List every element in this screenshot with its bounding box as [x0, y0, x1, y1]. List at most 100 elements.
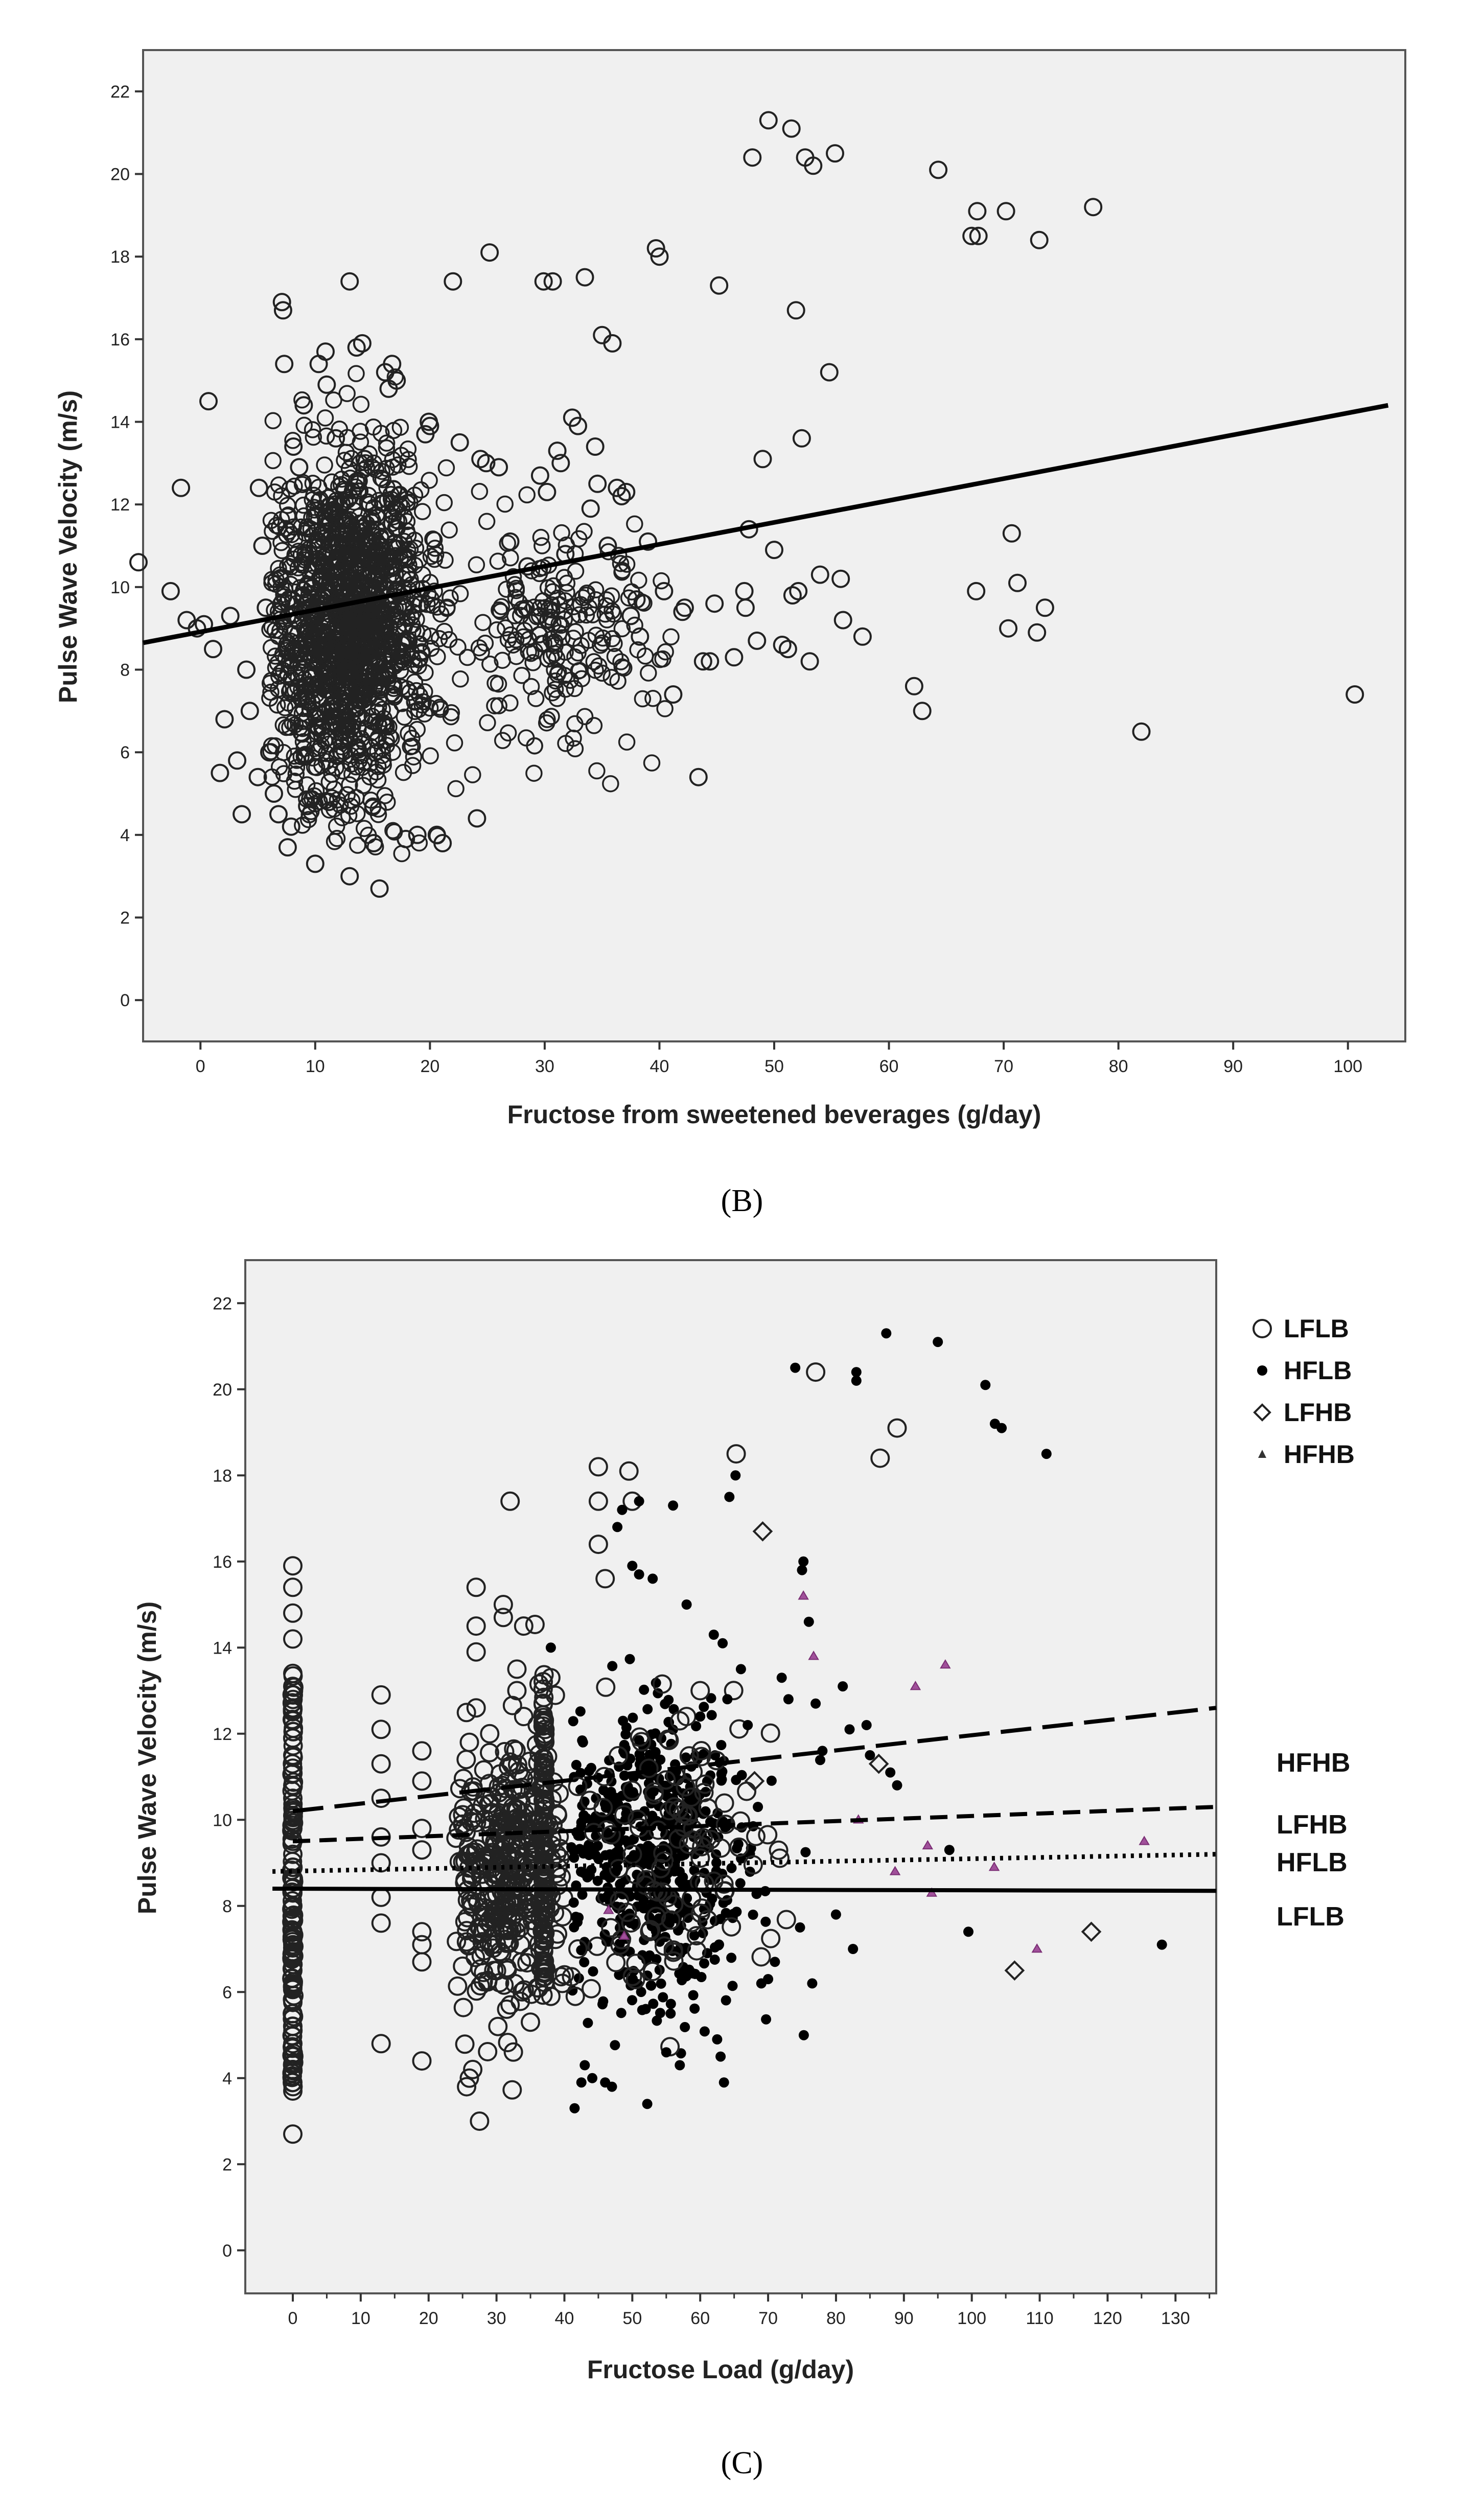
panel-b-point: [558, 584, 575, 601]
panel-c-point-lflb: [483, 1803, 503, 1823]
panel-b-point: [525, 764, 543, 782]
panel-c-point-hflb: [569, 1852, 579, 1863]
panel-c-point-hflb: [718, 2077, 729, 2088]
panel-b-point: [325, 707, 342, 725]
panel-b-point: [386, 535, 403, 552]
line-label-hfhb: HFHB: [1277, 1748, 1350, 1778]
panel-c-point-hflb: [743, 1720, 753, 1730]
panel-c-point-lflb: [283, 1663, 303, 1683]
panel-b-point: [530, 466, 549, 485]
panel-b-point: [305, 486, 322, 504]
panel-c-point-lflb: [283, 1883, 303, 1903]
panel-c-point-lflb: [695, 1774, 715, 1794]
panel-b-point: [618, 733, 636, 751]
panel-b-point: [421, 416, 439, 435]
panel-b-point: [481, 655, 499, 673]
panel-b-x-tick-label: 20: [420, 1057, 439, 1076]
panel-c-point-hfhb: [922, 1840, 934, 1850]
panel-c-point-lflb: [484, 1961, 504, 1981]
line-label-hflb: HFLB: [1277, 1848, 1348, 1877]
panel-c-point-lflb: [465, 1803, 484, 1823]
panel-c-y-tick-label: 14: [213, 1638, 232, 1658]
panel-c-point-lflb: [632, 1732, 652, 1752]
panel-b-point: [352, 433, 369, 451]
panel-c-point-hflb: [795, 1922, 805, 1933]
panel-c-point-lflb: [283, 1775, 303, 1795]
panel-b-point: [574, 589, 592, 607]
panel-b-point: [281, 555, 299, 572]
panel-b-point: [526, 737, 543, 755]
panel-c-point-lflb: [412, 1771, 432, 1791]
panel-b-point: [320, 502, 338, 519]
panel-b-point: [410, 834, 428, 852]
panel-b-point: [507, 582, 525, 599]
panel-b-point: [275, 355, 294, 374]
panel-b-point: [435, 494, 453, 512]
panel-b-point: [320, 801, 338, 819]
panel-c-y-tick-label: 8: [222, 1897, 232, 1916]
panel-b-point: [361, 495, 379, 513]
panel-b-point: [422, 747, 439, 764]
panel-b-point: [340, 867, 359, 886]
panel-b-x-tick-label: 0: [196, 1057, 205, 1076]
panel-b-point: [384, 634, 401, 652]
panel-b-point: [630, 571, 647, 589]
panel-b-x-tick-label: 100: [1333, 1057, 1362, 1076]
panel-c-point-hflb: [639, 1684, 650, 1695]
panel-b-point: [324, 544, 342, 561]
panel-c-point-hflb: [634, 1496, 644, 1506]
panel-c-point-hfhb: [603, 1905, 614, 1914]
panel-b-point: [365, 418, 382, 436]
panel-b-point: [284, 437, 303, 456]
panel-b-point: [617, 482, 636, 501]
panel-b-point: [411, 635, 429, 653]
panel-c-point-hflb: [647, 1573, 658, 1584]
panel-c-y-tick-label: 16: [213, 1552, 232, 1572]
panel-b-y-tick-label: 2: [120, 909, 130, 928]
panel-c-point-lflb: [686, 1926, 706, 1946]
panel-c-point-lflb: [668, 1829, 688, 1849]
panel-b-point: [569, 644, 587, 662]
panel-c-point-hflb: [848, 1944, 859, 1954]
panel-b-point: [290, 669, 307, 686]
panel-b-point: [609, 672, 627, 690]
panel-c-point-hflb: [612, 1522, 623, 1532]
panel-c-point-lflb: [546, 1864, 566, 1884]
panel-b-point: [531, 626, 548, 643]
panel-c-point-lflb: [503, 2042, 523, 2062]
panel-b-point: [590, 657, 608, 675]
panel-c-point-lflb: [676, 1777, 695, 1797]
panel-b-point: [406, 673, 424, 691]
panel-b-point: [262, 671, 280, 689]
panel-b-point: [606, 635, 623, 653]
panel-b-point: [450, 433, 469, 452]
panel-c-point-hflb: [611, 1793, 621, 1803]
panel-c-point-lflb: [625, 1969, 645, 1989]
panel-c-point-hflb: [572, 1917, 583, 1928]
panel-b-point: [572, 596, 590, 614]
panel-c-x-tick-label: 130: [1161, 2309, 1190, 2328]
panel-c-point-hfhb: [926, 1887, 938, 1897]
panel-b-point: [288, 634, 306, 652]
panel-b-point: [585, 653, 602, 670]
panel-c-point-lflb: [455, 2034, 475, 2054]
panel-c-point-hflb: [706, 1693, 716, 1704]
panel-b-point: [237, 660, 256, 679]
panel-c-point-hflb: [800, 1847, 811, 1857]
panel-b-point: [215, 710, 234, 729]
panel-c-point-lflb: [283, 2047, 303, 2066]
panel-c-x-tick-label: 40: [555, 2309, 574, 2328]
panel-c-point-lflb: [488, 2016, 508, 2036]
panel-c-point-lflb: [412, 1922, 432, 1942]
panel-b-point: [355, 777, 372, 794]
panel-c-point-lflb: [512, 1952, 531, 1972]
panel-c-point-hflb: [980, 1380, 991, 1390]
panel-b-y-tick-label: 22: [110, 82, 130, 102]
panel-b-point: [644, 690, 662, 707]
panel-b-point: [538, 482, 556, 501]
panel-b-point: [353, 730, 370, 748]
panel-b-point: [287, 665, 304, 682]
panel-b-point: [544, 583, 562, 600]
panel-b-point: [374, 747, 391, 764]
panel-b-point: [298, 797, 317, 816]
